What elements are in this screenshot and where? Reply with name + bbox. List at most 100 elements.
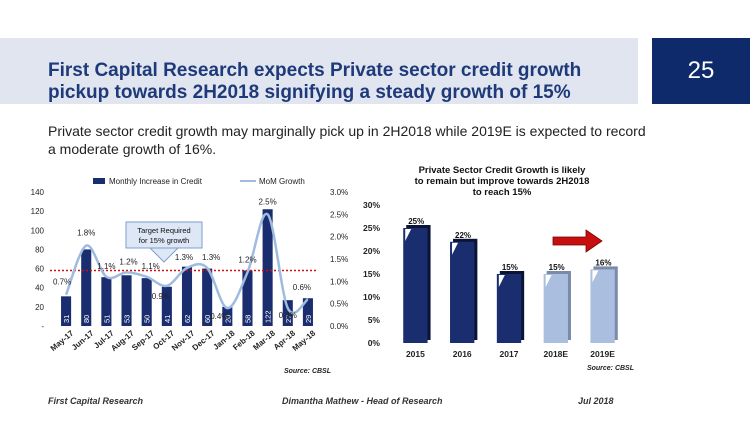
bar-value-label: 122 (264, 310, 273, 323)
bar (202, 268, 213, 326)
bar-value-label: 41 (163, 315, 172, 323)
monthly-credit-chart: Monthly Increase in Credit MoM Growth - 20 4… (31, 177, 349, 375)
y-right-tick: 2.0% (330, 233, 348, 242)
x-tick-label: 2016 (453, 349, 472, 359)
y-right-tick: 1.0% (330, 277, 348, 286)
chart2-source: Source: CBSL (587, 365, 634, 372)
bar-value-label: 15% (502, 263, 518, 272)
slide-subtitle: Private sector credit growth may margina… (48, 123, 646, 157)
mom-growth-label: 1.1% (142, 262, 160, 271)
bar (242, 270, 253, 326)
callout-arrow-icon (148, 247, 180, 263)
bar-label-pointer-icon (452, 242, 459, 255)
bar (121, 275, 132, 326)
x-tick-label: 2017 (500, 349, 519, 359)
x-tick-label: Jun-17 (70, 328, 96, 352)
bar (161, 286, 172, 326)
y-left-tick: 80 (35, 245, 44, 254)
bar-label-pointer-icon (405, 229, 412, 241)
x-tick-label: Mar-18 (251, 328, 277, 352)
legend-label-bars: Monthly Increase in Credit (109, 177, 203, 186)
y-tick-label: 15% (363, 269, 380, 279)
mom-growth-label: 0.4% (210, 312, 228, 321)
mom-growth-label: 1.1% (97, 262, 115, 271)
mom-growth-label: 0.4% (279, 311, 297, 320)
slide-title: First Capital Research expects Private s… (48, 60, 582, 103)
footer-center: Dimantha Mathew - Head of Research (282, 396, 443, 406)
bar-value-label: 53 (123, 315, 132, 323)
y-left-tick: 20 (35, 303, 44, 312)
y-left-tick: - (41, 322, 44, 331)
chart2-title-line: Private Sector Credit Growth is likely (419, 165, 587, 176)
mom-growth-label: 0.9% (152, 292, 170, 301)
legend-label-line: MoM Growth (259, 177, 305, 186)
y-tick-label: 10% (363, 292, 380, 302)
y-tick-label: 5% (368, 315, 381, 325)
bar-value-label: 80 (82, 315, 91, 323)
annual-growth-chart: Private Sector Credit Growth is likelyto… (363, 165, 634, 372)
bar-value-label: 51 (102, 315, 111, 323)
y-tick-label: 30% (363, 200, 380, 210)
target-callout-line2: for 15% growth (139, 236, 189, 245)
bar-value-label: 22% (455, 231, 471, 240)
bar-value-label: 15% (549, 263, 565, 272)
x-tick-label: 2015 (406, 349, 425, 359)
bar (450, 241, 475, 343)
y-left-tick: 40 (35, 284, 44, 293)
bar-value-label: 50 (143, 315, 152, 323)
bar-value-label: 16% (595, 258, 611, 267)
x-tick-label: May-17 (49, 328, 76, 353)
bar (141, 278, 152, 326)
y-tick-label: 20% (363, 246, 380, 256)
bar (81, 249, 92, 326)
mom-growth-label: 1.3% (202, 253, 220, 262)
bar-value-label: 31 (62, 315, 71, 323)
x-tick-label: Sep-17 (130, 328, 156, 352)
legend-swatch-bars (93, 178, 105, 184)
x-tick-label: 2019E (590, 349, 615, 359)
bar-label-pointer-icon (592, 270, 599, 283)
bar (590, 269, 615, 343)
x-tick-label: May-18 (291, 328, 318, 353)
chart2-title-line: to remain but improve towards 2H2018 (415, 176, 590, 187)
bar (496, 274, 522, 343)
mom-growth-label: 0.7% (53, 278, 71, 287)
y-left-tick: 120 (31, 207, 45, 216)
bar (302, 298, 313, 326)
y-tick-label: 25% (363, 223, 380, 233)
y-right-tick: 2.5% (330, 210, 348, 219)
y-left-tick: 100 (31, 226, 45, 235)
mom-growth-label: 2.5% (258, 197, 276, 206)
y-right-tick: 1.5% (330, 255, 348, 264)
bar (403, 228, 428, 343)
bar-value-label: 25% (408, 217, 424, 226)
y-left-tick: 140 (31, 188, 45, 197)
y-right-tick: 3.0% (330, 188, 348, 197)
bar (101, 277, 112, 326)
footer-right: Jul 2018 (578, 396, 614, 406)
bar-value-label: 58 (243, 315, 252, 323)
y-right-tick: 0.0% (330, 322, 348, 331)
bar-value-label: 29 (304, 315, 313, 323)
page-number: 25 (652, 38, 750, 104)
bar-label-pointer-icon (545, 275, 552, 287)
mom-growth-label: 1.8% (77, 229, 95, 238)
x-tick-label: 2018E (544, 349, 569, 359)
bar (181, 266, 193, 326)
target-callout-line1: Target Required (137, 226, 190, 235)
red-arrow-icon (552, 229, 603, 253)
bar-value-label: 62 (183, 315, 192, 323)
title-band (0, 38, 638, 104)
bar (61, 296, 72, 326)
mom-growth-label: 1.3% (175, 253, 193, 262)
bar-value-label: 20 (223, 315, 232, 323)
bar-value-label: 60 (203, 315, 212, 323)
mom-growth-label: 1.2% (119, 257, 137, 266)
target-callout-box (125, 221, 203, 249)
footer-left: First Capital Research (48, 396, 144, 406)
chart1-source: Source: CBSL (284, 368, 331, 375)
x-tick-label: Dec-17 (191, 328, 217, 352)
bar-value-label: 27 (284, 315, 293, 323)
bar (282, 300, 293, 326)
y-tick-label: 0% (368, 338, 381, 348)
